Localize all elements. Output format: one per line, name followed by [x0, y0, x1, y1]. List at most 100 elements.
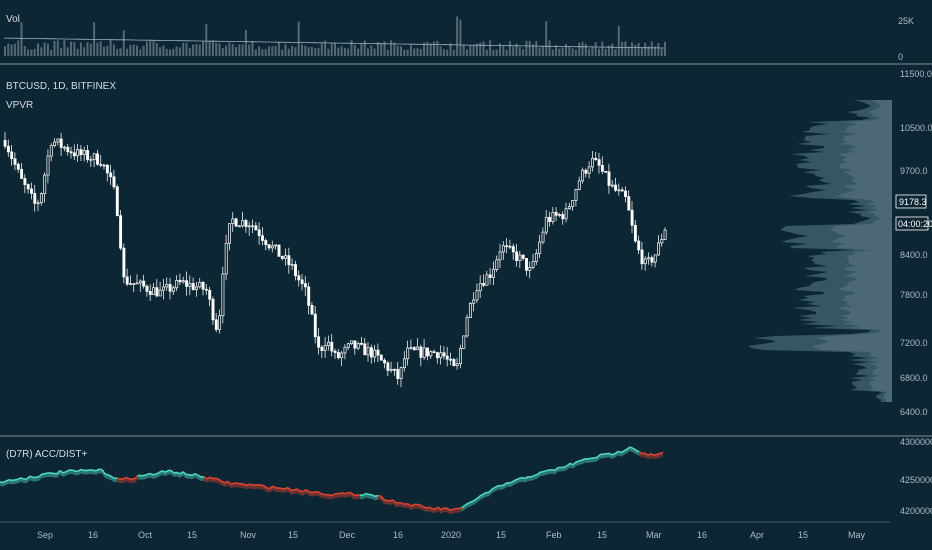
acc-dist-segment	[20, 477, 25, 480]
time-tick-nov: Nov	[240, 530, 257, 540]
volume-bar	[367, 48, 369, 56]
volume-bar	[452, 49, 455, 56]
candle-body	[350, 340, 354, 345]
candle-body	[327, 341, 330, 346]
candle-body	[600, 164, 604, 172]
acc-dist-segment	[56, 470, 61, 475]
volume-bar	[456, 16, 459, 56]
volume-bar	[145, 41, 148, 56]
candle-body	[307, 286, 311, 306]
time-tick-oct-15: 15	[187, 530, 197, 540]
acc-dist-segment	[341, 492, 346, 495]
candle-body	[498, 251, 502, 261]
acc-dist-segment	[206, 476, 211, 480]
volume-bar	[588, 48, 591, 56]
time-tick-mar: Mar	[646, 530, 662, 540]
acc-dist-segment	[425, 506, 430, 509]
volume-bar	[43, 42, 46, 56]
volume-bar	[46, 43, 49, 56]
volume-bar	[631, 42, 633, 56]
acc-dist-segment	[377, 494, 382, 497]
price-axis-tick-8400: 8400.0	[900, 250, 928, 260]
candle-body	[630, 209, 634, 226]
acc-dist-segment	[539, 470, 544, 474]
candle-body	[30, 188, 33, 194]
volume-bar	[149, 40, 152, 56]
acc-dist-segment	[398, 501, 403, 505]
candle-body	[237, 225, 241, 228]
candle-body	[297, 275, 301, 281]
acc-dist-segment	[65, 469, 70, 473]
acc-dist-segment	[392, 499, 397, 504]
volume-bar	[598, 48, 600, 56]
candle-body	[614, 184, 618, 191]
volume-bar	[380, 43, 383, 56]
volume-bar	[27, 49, 30, 56]
acc-dist-segment	[308, 491, 313, 494]
acc-dist-segment	[176, 471, 181, 475]
candle-body	[637, 240, 641, 251]
candle-body	[492, 269, 495, 278]
volume-bar	[429, 43, 432, 56]
candle-body	[538, 241, 542, 254]
volume-bar	[654, 46, 657, 56]
candle-body	[82, 150, 86, 155]
last-price-label: 9178.3	[899, 197, 927, 207]
volume-bar	[512, 46, 515, 56]
acc-dist-segment	[293, 488, 298, 491]
acc-dist-segment	[389, 499, 394, 502]
volume-bar	[581, 41, 584, 56]
volume-bar	[172, 48, 175, 56]
candle-body	[488, 274, 492, 278]
volume-bar	[541, 46, 544, 56]
volume-bar	[96, 42, 99, 56]
acc-dist-segment	[236, 482, 241, 485]
acc-dist-segment	[635, 449, 640, 453]
acc-dist-segment	[434, 506, 439, 510]
candle-body	[478, 283, 482, 292]
candle-body	[20, 168, 24, 179]
candle-body	[198, 282, 202, 288]
volume-bar	[228, 42, 231, 56]
volume-bar	[499, 43, 501, 56]
candle-body	[508, 245, 512, 248]
acc-dist-segment	[479, 493, 484, 497]
candle-body	[617, 189, 621, 192]
candle-body	[366, 347, 370, 356]
volume-bar	[400, 46, 402, 56]
price-axis-tick-6800: 6800.0	[900, 373, 928, 383]
volume-bar	[320, 43, 323, 56]
volume-bar	[66, 47, 69, 56]
candle-body	[152, 287, 156, 295]
candle-body	[653, 254, 657, 263]
acc-dist-segment	[242, 483, 247, 487]
volume-bar	[472, 44, 475, 56]
candle-body	[10, 151, 14, 160]
volume-bar	[73, 42, 76, 56]
candle-body	[564, 208, 568, 220]
acc-dist-segment	[95, 468, 100, 472]
acc-dist-segment	[470, 499, 475, 503]
volume-bar	[314, 48, 317, 56]
candle-body	[647, 257, 651, 260]
acc-dist-segment	[317, 491, 322, 495]
volume-bar	[416, 48, 419, 56]
acc-dist-segment	[44, 472, 49, 475]
candle-body	[162, 286, 165, 291]
volume-bar	[347, 48, 350, 56]
candle-body	[214, 319, 218, 330]
candle-body	[551, 211, 555, 222]
candle-body	[231, 218, 235, 224]
volume-bar	[614, 49, 617, 56]
acc-dist-segment	[467, 501, 472, 504]
price-axis-tick-10500: 10500.0	[900, 123, 932, 133]
acc-dist-segment	[344, 491, 349, 495]
volume-bar	[413, 48, 416, 56]
acc-dist-segment	[629, 446, 634, 450]
time-tick-dec: Dec	[339, 530, 356, 540]
volume-bar	[238, 44, 241, 56]
acc-dist-segment	[521, 476, 526, 480]
acc-dist-segment	[152, 473, 157, 476]
candle-body	[188, 283, 192, 287]
